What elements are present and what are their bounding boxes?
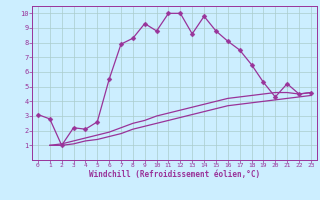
X-axis label: Windchill (Refroidissement éolien,°C): Windchill (Refroidissement éolien,°C) [89,170,260,179]
